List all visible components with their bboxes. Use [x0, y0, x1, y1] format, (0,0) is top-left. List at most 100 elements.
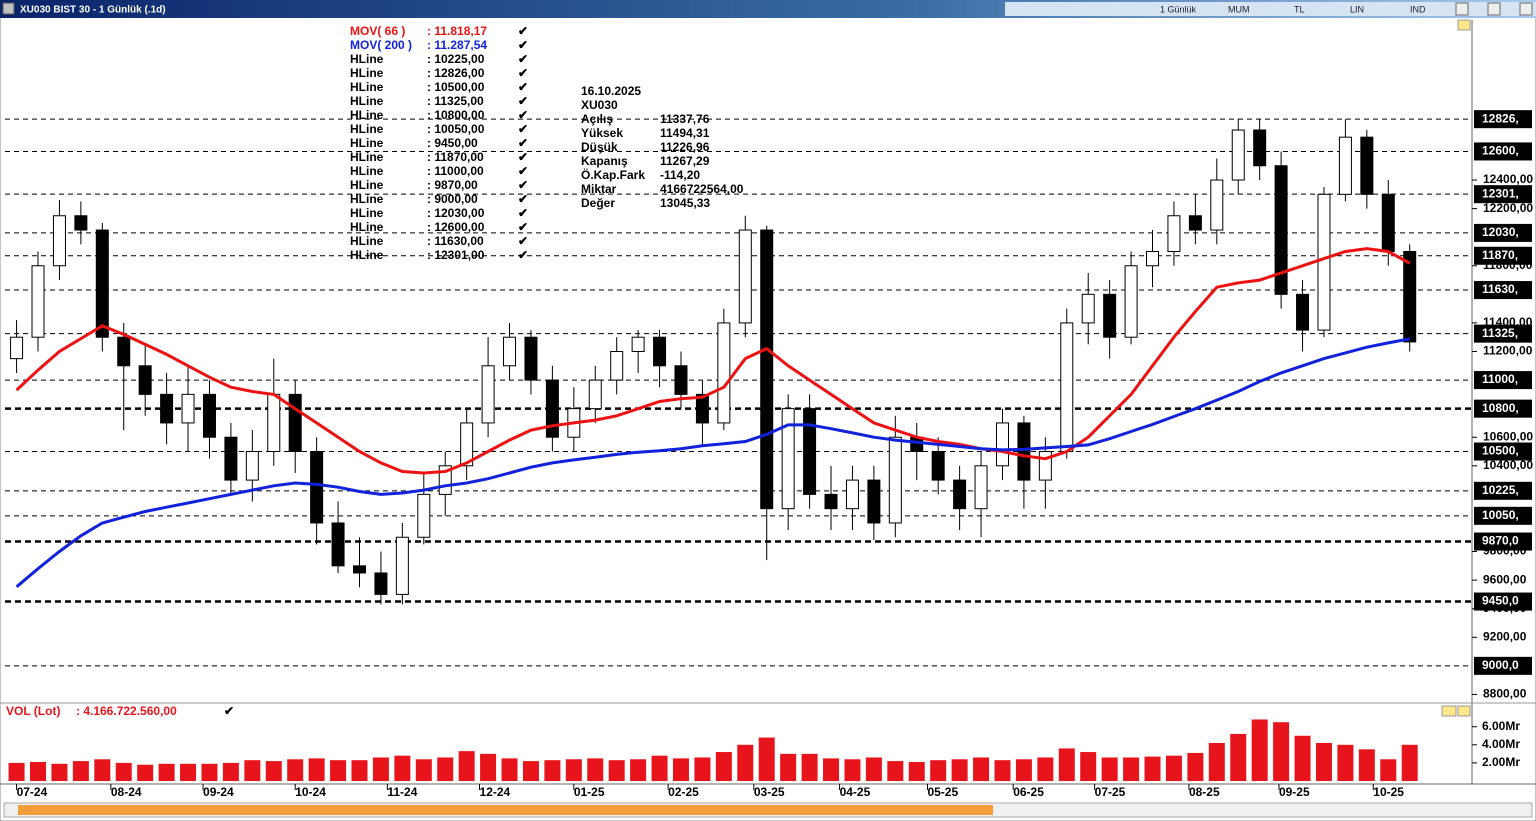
candle-body — [95, 229, 109, 338]
legend-check: ✔ — [518, 136, 528, 150]
volume-bar — [887, 761, 904, 781]
candle-body — [1081, 293, 1095, 324]
legend-value: : 12826,00 — [427, 66, 485, 80]
volume-bar — [951, 759, 968, 781]
h-line-box — [1474, 324, 1532, 343]
candle-body — [1403, 250, 1417, 343]
legend-name: HLine — [350, 248, 384, 262]
legend-name: HLine — [350, 220, 384, 234]
volume-bar — [458, 751, 475, 781]
volume-bar — [265, 761, 282, 781]
legend-value: : 10225,00 — [427, 52, 485, 66]
candle-body — [288, 393, 302, 453]
info-label: Yüksek — [581, 126, 623, 140]
legend-name: HLine — [350, 66, 384, 80]
volume-bar — [1380, 759, 1397, 781]
x-tick-label: 09-25 — [1279, 785, 1310, 799]
legend-name: HLine — [350, 94, 384, 108]
y-tick-label: 10400,00 — [1483, 458, 1533, 472]
toolbar-item[interactable]: 1 Günlük — [1160, 4, 1197, 14]
volume-bar — [1251, 719, 1268, 781]
legend-check: ✔ — [518, 248, 528, 262]
candle-body — [117, 336, 131, 367]
toolbar-item[interactable]: MUM — [1228, 4, 1250, 14]
volume-bar — [501, 758, 518, 781]
candle-body — [1146, 250, 1160, 267]
maximize-button[interactable] — [1487, 2, 1501, 16]
candle-body — [610, 350, 624, 381]
info-label: Miktar — [581, 182, 617, 196]
volume-bar — [608, 760, 625, 781]
candle-body — [138, 365, 152, 395]
legend-check: ✔ — [518, 122, 528, 136]
volume-bar — [372, 757, 389, 781]
h-line-box — [1474, 532, 1532, 551]
close-button[interactable] — [2, 2, 15, 15]
candle-body — [781, 408, 795, 510]
candle-body — [1188, 215, 1202, 231]
legend-check: ✔ — [518, 38, 528, 52]
volume-bar — [1165, 755, 1182, 781]
volume-bar — [865, 757, 882, 781]
legend-check: ✔ — [518, 178, 528, 192]
info-label: Değer — [581, 196, 615, 210]
legend-name: HLine — [350, 52, 384, 66]
h-line-box — [1474, 223, 1532, 242]
volume-bar — [908, 762, 925, 781]
candle-body — [888, 436, 902, 524]
candle-body — [10, 336, 24, 360]
legend-check: ✔ — [518, 80, 528, 94]
y-tick-label: 8800,00 — [1483, 687, 1527, 701]
candle-body — [1167, 215, 1181, 252]
volume-bar — [1058, 748, 1075, 781]
close-window-button[interactable] — [1519, 2, 1533, 16]
volume-bar — [544, 760, 561, 781]
candle-body — [867, 479, 881, 524]
volume-bar — [1294, 735, 1311, 781]
candle-body — [738, 229, 752, 324]
volume-bar — [351, 760, 368, 781]
volume-bar — [394, 755, 411, 781]
legend-check: ✔ — [518, 52, 528, 66]
h-line-box — [1474, 185, 1532, 204]
candle-body — [460, 422, 474, 467]
scroll-thumb[interactable] — [18, 805, 993, 815]
x-tick-label: 04-25 — [840, 785, 871, 799]
legend-value: : 9870,00 — [427, 178, 478, 192]
panel-button[interactable] — [1457, 19, 1471, 31]
legend-name: MOV( 66 ) — [350, 24, 405, 38]
legend-name: HLine — [350, 192, 384, 206]
toolbar-item[interactable]: TL — [1294, 4, 1305, 14]
volume-bar — [1144, 756, 1161, 781]
legend-value: : 11870,00 — [427, 150, 484, 164]
candle-body — [931, 451, 945, 481]
moving-average — [15, 247, 1411, 475]
h-line-box — [1474, 281, 1532, 300]
x-tick-label: 03-25 — [754, 785, 785, 799]
y-tick-label: 10600,00 — [1483, 429, 1533, 443]
volume-bar — [415, 759, 432, 781]
volume-bar — [651, 755, 668, 781]
panel-button[interactable] — [1457, 705, 1471, 717]
candle-body — [1360, 136, 1374, 195]
toolbar-item[interactable]: IND — [1410, 4, 1426, 14]
minimize-button[interactable] — [1455, 2, 1469, 16]
legend-value: : 11630,00 — [427, 234, 484, 248]
volume-bar — [1101, 757, 1118, 781]
volume-bar — [480, 753, 497, 781]
h-line-label: 11630, — [1482, 282, 1518, 296]
legend-value: : 11.818,17 — [427, 24, 487, 38]
candle-body — [653, 336, 667, 367]
volume-name: VOL (Lot) — [6, 704, 60, 718]
legend-check: ✔ — [518, 94, 528, 108]
info-value: 11267,29 — [660, 154, 710, 168]
volume-tick-label: 2.00Mr — [1482, 755, 1520, 769]
toolbar-item[interactable]: LIN — [1350, 4, 1364, 14]
panel-button[interactable] — [1441, 705, 1457, 717]
y-tick-label: 11200,00 — [1483, 344, 1533, 358]
candle-body — [481, 365, 495, 424]
volume-bar — [180, 763, 197, 781]
volume-bar — [973, 757, 990, 781]
volume-bar — [1230, 733, 1247, 781]
